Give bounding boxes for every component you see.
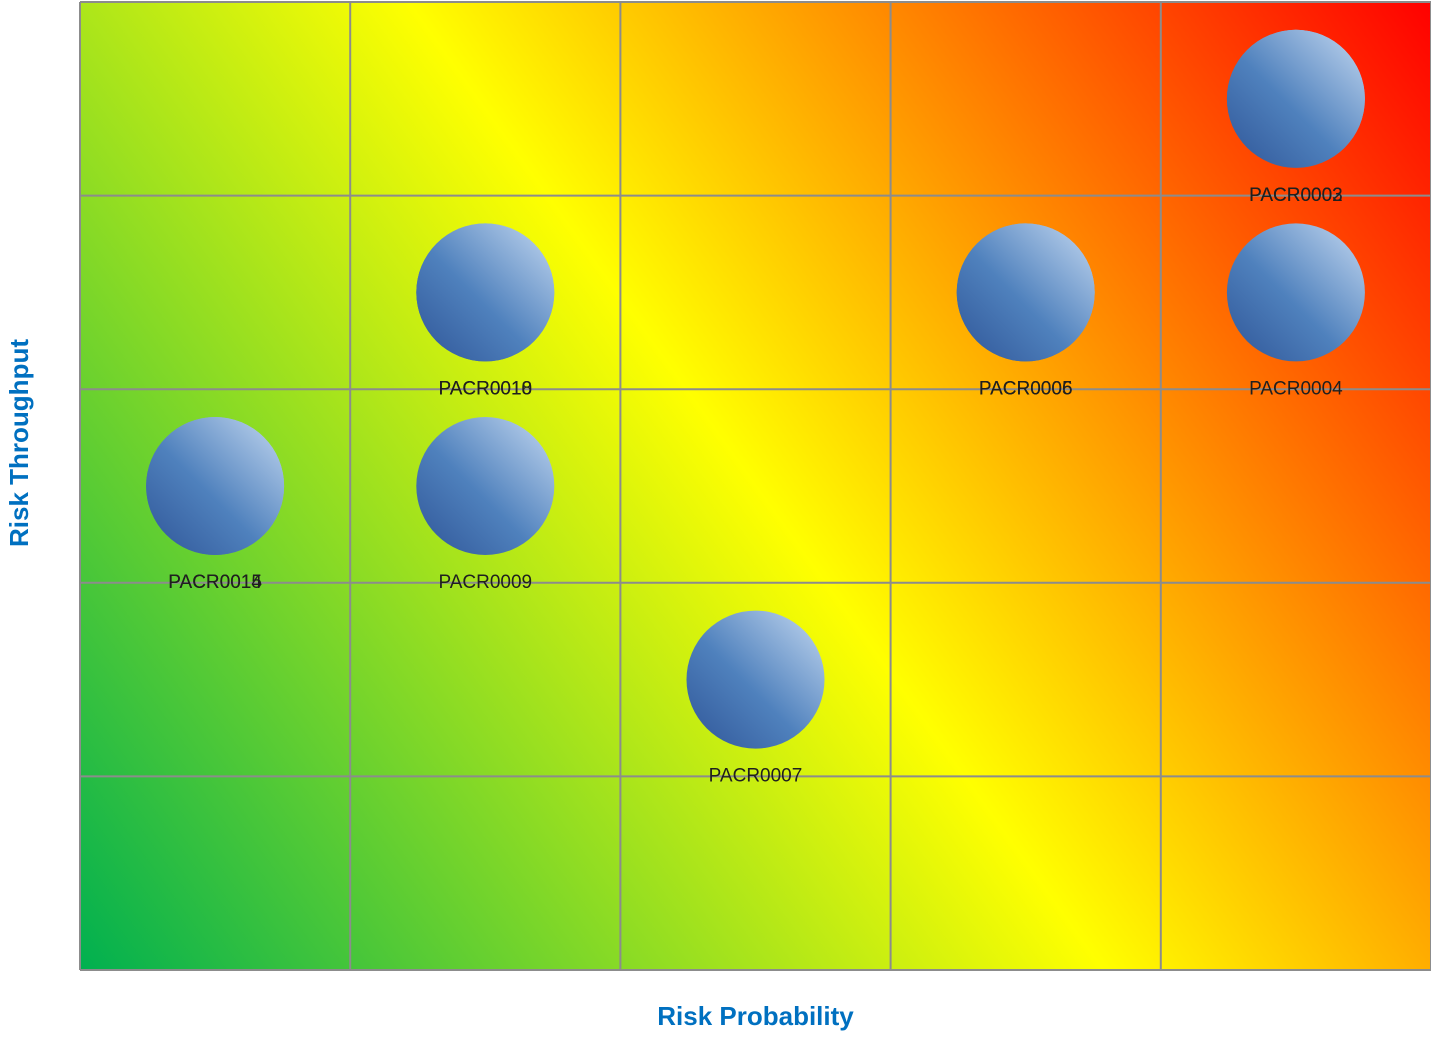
bubble-pacr0007[interactable] xyxy=(686,610,825,749)
bubble-pacr0018[interactable] xyxy=(416,223,555,362)
bubble-pacr0009[interactable] xyxy=(416,417,555,555)
grid-lines xyxy=(79,1,1431,971)
point-label-pacr0009: PACR0009 xyxy=(438,572,532,593)
point-label-pacr0014: PACR0014 xyxy=(168,572,262,593)
point-label-pacr0004: PACR0004 xyxy=(1249,378,1343,399)
point-label-pacr0015: PACR0015 xyxy=(168,572,262,593)
point-label-pacr0002: PACR0002 xyxy=(1249,185,1343,206)
bubble-pacr0015[interactable] xyxy=(146,417,285,555)
point-label-pacr0005: PACR0005 xyxy=(979,378,1073,399)
bubble-pacr0006[interactable] xyxy=(956,223,1095,362)
point-label-pacr0003: PACR0003 xyxy=(1249,185,1343,206)
y-axis-title: Risk Throughput xyxy=(4,339,34,547)
bubbles xyxy=(146,29,1365,749)
point-label-pacr0007: PACR0007 xyxy=(709,766,803,787)
plot-background xyxy=(80,2,1431,970)
bubble-pacr0004[interactable] xyxy=(1226,223,1365,362)
bubble-pacr0002[interactable] xyxy=(1226,29,1365,168)
point-label-pacr0018: PACR0018 xyxy=(438,378,532,399)
point-label-pacr0006: PACR0006 xyxy=(979,378,1073,399)
point-label-pacr0010: PACR0010 xyxy=(438,378,532,399)
x-axis-title: Risk Probability xyxy=(657,1001,854,1031)
